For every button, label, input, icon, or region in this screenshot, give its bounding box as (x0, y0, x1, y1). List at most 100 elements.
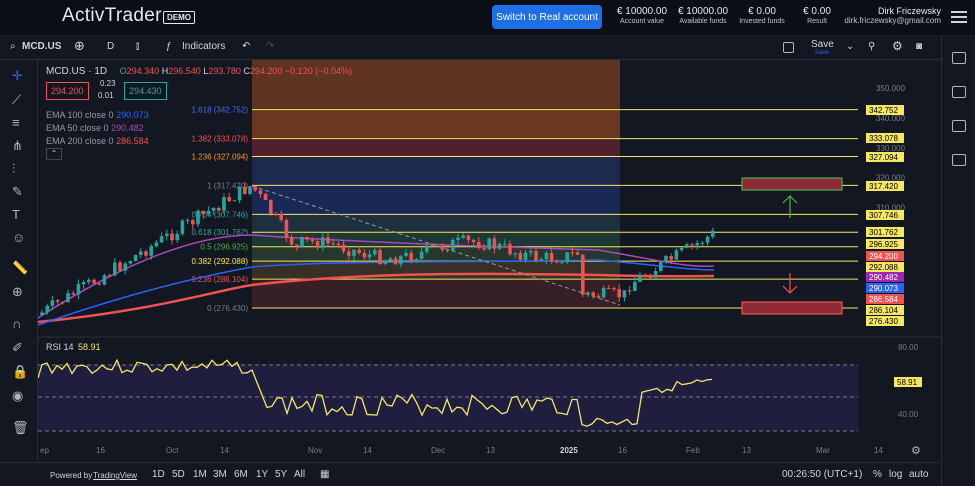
switch-real-account-button[interactable]: Switch to Real account (492, 5, 602, 29)
candle (549, 252, 554, 262)
price-chart[interactable]: 1.618 (342.752) 1.382 (333.078) 1.236 (327… (38, 60, 940, 460)
time-axis-tick: 16 (618, 446, 627, 455)
ruler-icon[interactable]: 📏 (12, 260, 29, 275)
brush-icon[interactable]: ✎ (12, 184, 23, 199)
add-symbol-icon[interactable]: ⊕ (74, 38, 85, 53)
candle (492, 238, 497, 249)
symbol-selector[interactable]: MCD.US (22, 41, 62, 52)
low-value: 293.780 (208, 66, 241, 76)
settings-gear-icon[interactable]: ⚙ (892, 39, 903, 53)
indicators-icon[interactable]: ƒ (166, 41, 172, 52)
date-range-icon[interactable]: ▦ (320, 469, 330, 480)
candle (487, 238, 491, 250)
layout-icon[interactable] (783, 42, 794, 53)
candle (607, 288, 611, 290)
lock-drawings-icon[interactable]: ✐ (12, 340, 23, 355)
search-icon[interactable]: ⌕ (10, 41, 16, 52)
zoom-in-icon[interactable]: ⊕ (12, 284, 23, 299)
collapse-legend-icon[interactable]: ⌃ (46, 148, 62, 160)
trash-icon[interactable]: 🗑 (12, 420, 29, 435)
range-5y[interactable]: 5Y (275, 469, 288, 480)
pitchfork-icon[interactable]: ⋔ (12, 138, 23, 153)
candle (399, 255, 403, 265)
down-arrow-icon (782, 273, 798, 294)
time-axis-tick: 13 (486, 446, 495, 455)
candle (76, 284, 81, 295)
range-1y[interactable]: 1Y (256, 469, 269, 480)
candle (638, 275, 642, 282)
fib-band (252, 214, 620, 233)
candle (440, 245, 445, 250)
ema50-label: EMA 50 close 0 (46, 123, 109, 133)
fib-tool-icon[interactable]: ⫶ (12, 161, 16, 176)
crosshair-icon[interactable]: ✛ (12, 68, 23, 83)
trend-line-icon[interactable]: ⟋ (12, 92, 22, 107)
price-axis-tick: 330.000 (876, 144, 905, 153)
horizontal-lines-icon[interactable]: ≡ (12, 115, 20, 130)
auto-toggle[interactable]: auto (909, 469, 929, 480)
range-3m[interactable]: 3M (213, 469, 227, 480)
price-tag (866, 152, 904, 162)
user-info[interactable]: Dirk Friczewsky dirk.friczewsky@gmail.co… (844, 6, 941, 25)
eye-icon[interactable]: ◉ (12, 388, 24, 403)
candle (248, 186, 252, 195)
chevron-down-icon[interactable]: ⌄ (846, 41, 855, 52)
mail-icon[interactable] (952, 52, 966, 64)
range-5d[interactable]: 5D (172, 469, 185, 480)
camera-icon[interactable]: ◙ (916, 41, 923, 52)
range-1d[interactable]: 1D (152, 469, 165, 480)
symbol-title: MCD.US · 1D (46, 66, 108, 77)
candle (560, 262, 564, 264)
candle (596, 295, 601, 298)
notes-icon[interactable] (952, 120, 966, 132)
rsi-tag-label: 58.91 (897, 378, 918, 387)
candle (695, 242, 699, 246)
emoji-icon[interactable]: ☺ (12, 230, 26, 245)
candle (591, 292, 595, 296)
candles-icon[interactable]: ⫾ (136, 41, 140, 52)
range-all[interactable]: All (294, 469, 306, 480)
tradingview-link[interactable]: TradingView (93, 471, 138, 480)
save-button[interactable]: Save (811, 39, 834, 50)
time-axis-tick: 14 (874, 446, 883, 455)
interval-selector[interactable]: D (107, 41, 115, 52)
candle (435, 245, 439, 247)
magnet-icon[interactable]: ∩ (12, 316, 22, 331)
candle (159, 236, 164, 243)
candle (97, 283, 101, 285)
indicators-button[interactable]: Indicators (182, 41, 226, 52)
candle (612, 288, 616, 290)
price-tag-label: 342.752 (869, 106, 898, 115)
candle (66, 293, 70, 303)
candle (679, 247, 684, 251)
percent-toggle[interactable]: % (873, 469, 882, 480)
undo-icon[interactable]: ↶ (242, 41, 251, 52)
ask-box[interactable]: 294.430 (124, 82, 167, 100)
redo-icon[interactable]: ↷ (266, 41, 275, 52)
candle (133, 255, 138, 262)
ema50-line (38, 234, 715, 319)
range-1m[interactable]: 1M (193, 469, 207, 480)
quick-search-icon[interactable]: ⚲ (868, 41, 876, 52)
text-tool-icon[interactable]: T (12, 207, 20, 222)
top-bar: ActivTrader DEMO Switch to Real account … (0, 0, 975, 36)
log-toggle[interactable]: log (889, 469, 903, 480)
price-tag-label: 301.762 (869, 228, 898, 237)
bid-box[interactable]: 294.200 (46, 82, 89, 100)
ema100-line (38, 259, 715, 326)
candle (466, 235, 471, 240)
candle (414, 258, 419, 262)
history-icon[interactable] (952, 154, 966, 166)
lock-icon[interactable]: 🔒 (12, 364, 29, 379)
candle (378, 250, 382, 265)
range-6m[interactable]: 6M (234, 469, 248, 480)
calendar-icon[interactable] (952, 86, 966, 98)
ema100-label: EMA 100 close 0 (46, 110, 114, 120)
candle (409, 252, 413, 262)
candle (211, 207, 216, 211)
clock-time[interactable]: 00:26:50 (UTC+1) (782, 469, 863, 480)
price-tag-label: 286.104 (869, 306, 898, 315)
hamburger-menu-icon[interactable] (951, 8, 967, 24)
logo: ActivTrader (62, 5, 162, 26)
candle (300, 236, 304, 247)
